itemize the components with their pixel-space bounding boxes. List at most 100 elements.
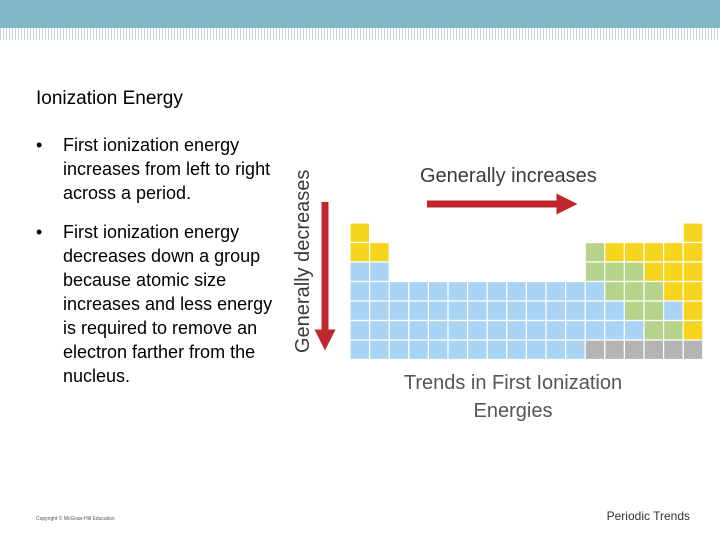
- element-cell: [643, 319, 665, 341]
- bullet-item: • First ionization energy increases from …: [36, 133, 281, 205]
- element-cell: [545, 319, 567, 341]
- element-cell: [584, 241, 606, 263]
- element-cell: [388, 280, 410, 302]
- element-cell: [643, 280, 665, 302]
- element-cell: [368, 319, 390, 341]
- element-cell: [604, 280, 625, 302]
- element-cell: [349, 319, 371, 341]
- element-cell: [604, 241, 625, 263]
- element-cell: [623, 339, 645, 361]
- element-cell: [604, 261, 625, 283]
- element-cell: [349, 241, 371, 263]
- element-cell: [349, 300, 371, 322]
- element-cell: [368, 241, 390, 263]
- element-cell: [467, 339, 488, 361]
- element-cell: [525, 280, 547, 302]
- element-cell: [525, 339, 547, 361]
- element-cell: [408, 280, 430, 302]
- element-cell: [623, 319, 645, 341]
- element-cell: [545, 300, 567, 322]
- element-cell: [584, 280, 606, 302]
- element-cell: [584, 300, 606, 322]
- element-cell: [525, 319, 547, 341]
- element-cell: [545, 280, 567, 302]
- element-cell: [682, 261, 704, 283]
- element-cell: [623, 261, 645, 283]
- element-cell: [447, 339, 469, 361]
- element-cell: [486, 319, 508, 341]
- element-cell: [623, 241, 645, 263]
- periodic-trend-figure: Generally increases Generally decreases …: [292, 165, 704, 422]
- element-cell: [408, 300, 430, 322]
- slide-title: Ionization Energy: [36, 88, 183, 109]
- caption-line-1: Trends in First Ionization: [404, 372, 622, 394]
- bullet-item: • First ionization energy decreases down …: [36, 220, 281, 388]
- element-cell: [427, 280, 449, 302]
- element-cell: [682, 241, 704, 263]
- element-cell: [623, 280, 645, 302]
- element-cell: [368, 339, 390, 361]
- element-cell: [525, 300, 547, 322]
- element-cell: [663, 280, 684, 302]
- element-cell: [643, 300, 665, 322]
- element-cell: [349, 261, 371, 283]
- element-cell: [349, 280, 371, 302]
- element-cell: [427, 339, 449, 361]
- element-cell: [388, 339, 410, 361]
- element-cell: [682, 222, 704, 244]
- element-cell: [467, 280, 488, 302]
- periodic-table-grid: [349, 222, 704, 361]
- element-cell: [427, 319, 449, 341]
- increases-label: Generally increases: [420, 165, 597, 187]
- element-cell: [486, 280, 508, 302]
- element-cell: [604, 339, 625, 361]
- element-cell: [623, 300, 645, 322]
- top-stripe: [0, 28, 720, 40]
- bullet-text: First ionization energy increases from l…: [63, 135, 271, 203]
- element-cell: [408, 339, 430, 361]
- element-cell: [643, 261, 665, 283]
- element-cell: [486, 339, 508, 361]
- element-cell: [584, 319, 606, 341]
- element-cell: [643, 339, 665, 361]
- element-cell: [682, 319, 704, 341]
- copyright-footer: Copyright © McGraw-Hill Education: [36, 516, 115, 522]
- element-cell: [349, 222, 371, 244]
- element-cell: [565, 339, 586, 361]
- element-cell: [447, 280, 469, 302]
- element-cell: [565, 319, 586, 341]
- element-cell: [506, 319, 528, 341]
- element-cell: [388, 300, 410, 322]
- bullet-list: • First ionization energy increases from …: [36, 133, 281, 403]
- element-cell: [663, 339, 684, 361]
- element-cell: [467, 300, 488, 322]
- element-cell: [565, 280, 586, 302]
- element-cell: [447, 300, 469, 322]
- bullet-dot: •: [36, 222, 43, 242]
- element-cell: [565, 300, 586, 322]
- element-cell: [604, 300, 625, 322]
- element-cell: [486, 300, 508, 322]
- element-cell: [682, 300, 704, 322]
- bullet-dot: •: [36, 135, 43, 155]
- element-cell: [643, 241, 665, 263]
- element-cell: [368, 280, 390, 302]
- element-cell: [447, 319, 469, 341]
- element-cell: [663, 300, 684, 322]
- element-cell: [388, 319, 410, 341]
- decreases-label: Generally decreases: [292, 170, 314, 353]
- element-cell: [368, 300, 390, 322]
- element-cell: [682, 339, 704, 361]
- element-cell: [682, 280, 704, 302]
- element-cell: [506, 280, 528, 302]
- bullet-text: First ionization energy decreases down a…: [63, 222, 273, 386]
- element-cell: [584, 339, 606, 361]
- element-cell: [368, 261, 390, 283]
- element-cell: [408, 319, 430, 341]
- element-cell: [663, 241, 684, 263]
- element-cell: [427, 300, 449, 322]
- element-cell: [506, 339, 528, 361]
- element-cell: [663, 261, 684, 283]
- topic-footer: Periodic Trends: [606, 509, 690, 523]
- caption-line-2: Energies: [474, 400, 553, 422]
